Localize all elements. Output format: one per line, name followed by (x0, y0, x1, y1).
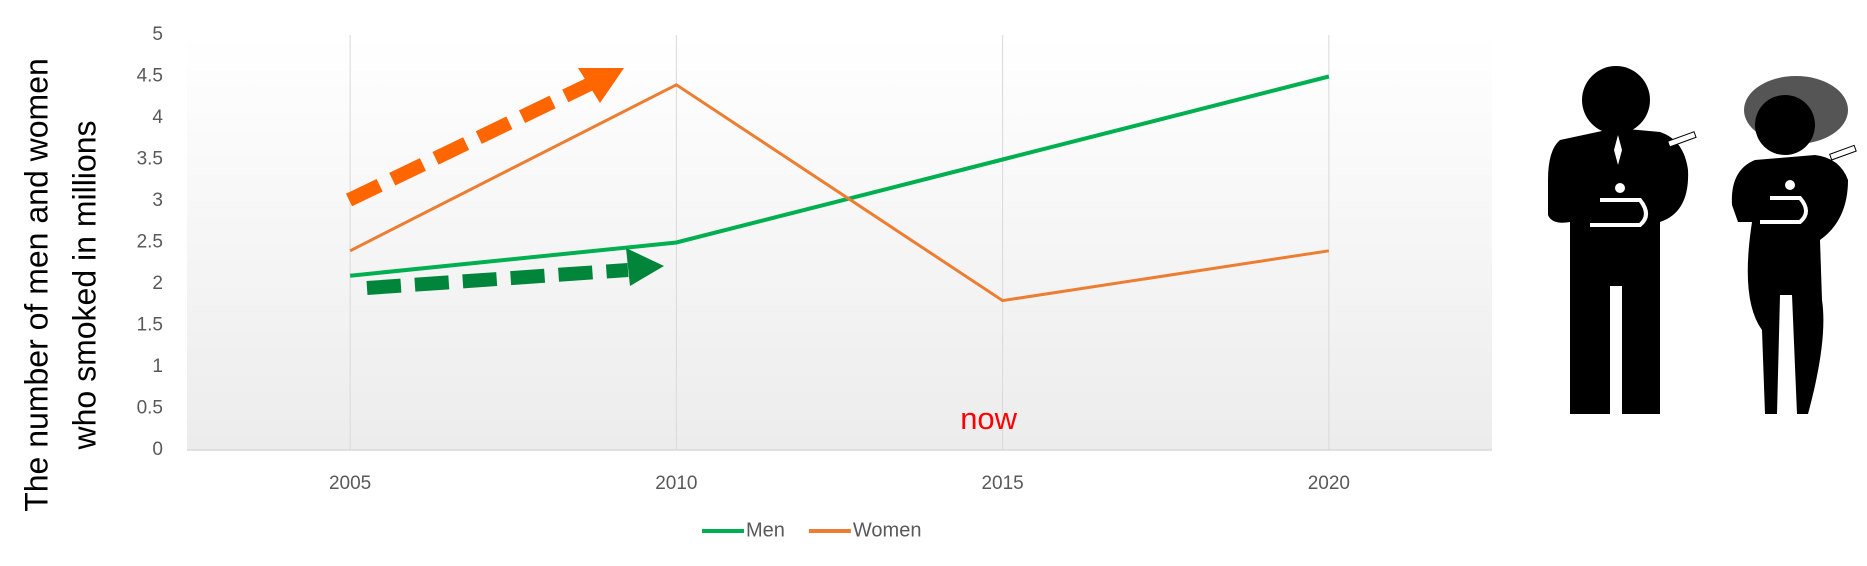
woman-icon (1731, 76, 1857, 414)
y-tick-label: 1 (152, 356, 163, 377)
orange-arrowhead (578, 68, 624, 103)
y-axis-title-line: who smoked in millions (66, 120, 102, 450)
y-tick-label: 2.5 (137, 232, 163, 253)
x-tick-label: 2020 (1308, 473, 1350, 494)
y-axis-title: who smoked in millions (66, 120, 102, 450)
orange-arrow (345, 77, 594, 207)
green-arrowhead (626, 248, 664, 286)
y-tick-label: 3 (152, 190, 163, 211)
plot: 0 0.5 1 1.5 2 2.5 3 3.5 4 4.5 5 2005 2010 2015 2020 now… (137, 24, 1492, 541)
y-tick-label: 0 (152, 439, 163, 460)
y-axis-title: The number of men and women (18, 58, 54, 512)
green-arrow (366, 263, 629, 295)
y-tick-label: 4.5 (137, 66, 163, 87)
y-tick-label: 2 (152, 273, 163, 294)
x-tick-label: 2010 (655, 473, 697, 494)
legend-label: Men (746, 519, 785, 541)
x-tick-label: 2005 (329, 473, 371, 494)
trend-arrows (345, 68, 664, 295)
man-icon (1548, 66, 1697, 414)
y-tick-label: 3.5 (137, 149, 163, 170)
y-tick-label: 0.5 (137, 398, 163, 419)
series-line (349, 74, 1330, 278)
y-tick-label: 4 (152, 107, 163, 128)
x-tick-label: 2015 (981, 473, 1023, 494)
annotation: now (960, 401, 1017, 436)
y-axis-title-line: The number of men and women (18, 58, 54, 512)
legend-label: Women (853, 519, 922, 541)
y-tick-label: 1.5 (137, 315, 163, 336)
series-line (349, 83, 1330, 303)
plot-area (187, 35, 1492, 450)
y-tick-label: 5 (152, 24, 163, 45)
